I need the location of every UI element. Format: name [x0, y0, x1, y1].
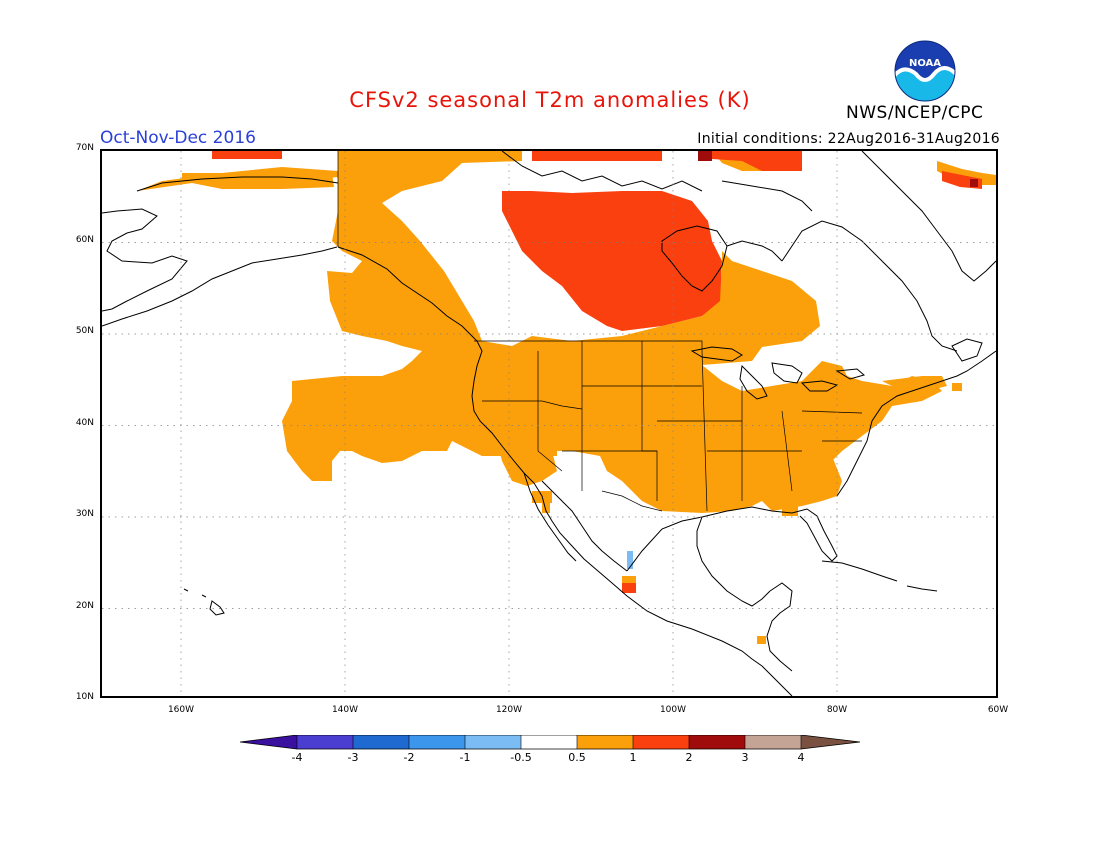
- color-legend: [239, 734, 862, 755]
- legend-label-neg1: -1: [459, 751, 471, 764]
- anomaly-map: [100, 149, 998, 698]
- legend-label-neg4: -4: [291, 751, 303, 764]
- noaa-logo: NOAA: [894, 40, 956, 102]
- legend-swatch-neg1-neg0.5: [465, 735, 521, 749]
- legend-swatch-1-2: [633, 735, 689, 749]
- legend-label-1: 1: [629, 751, 637, 764]
- legend-swatch-neg2-neg1: [409, 735, 465, 749]
- lon-label-100w: 100W: [659, 705, 687, 715]
- agency-label: NWS/NCEP/CPC: [846, 103, 984, 123]
- legend-label-2: 2: [685, 751, 693, 764]
- anomaly-regions-1-2: [212, 151, 982, 593]
- legend-swatch-0.5-1: [577, 735, 633, 749]
- legend-label-neg2: -2: [403, 751, 415, 764]
- noaa-logo-text: NOAA: [909, 58, 941, 69]
- anomaly-regions-2-3: [698, 151, 978, 187]
- legend-label-neg3: -3: [347, 751, 359, 764]
- lon-label-120w: 120W: [495, 705, 523, 715]
- lat-label-50n: 50N: [75, 326, 94, 336]
- lat-label-70n: 70N: [75, 143, 94, 153]
- map-title: CFSv2 seasonal T2m anomalies (K): [349, 88, 751, 112]
- legend-swatch-3-4: [745, 735, 801, 749]
- lat-label-40n: 40N: [75, 418, 94, 428]
- lat-label-60n: 60N: [75, 235, 94, 245]
- lon-label-60w: 60W: [987, 705, 1009, 715]
- legend-swatch-lt-neg4: [240, 735, 297, 749]
- lon-label-140w: 140W: [331, 705, 359, 715]
- legend-swatch-neg4-neg3: [297, 735, 353, 749]
- legend-label-3: 3: [741, 751, 749, 764]
- legend-label-4: 4: [797, 751, 805, 764]
- boundary-layer: [337, 151, 863, 512]
- season-label: Oct-Nov-Dec 2016: [100, 128, 256, 148]
- legend-label-neg0.5: -0.5: [510, 751, 532, 764]
- coastline-layer: [102, 151, 996, 696]
- initial-conditions-label: Initial conditions: 22Aug2016-31Aug2016: [697, 131, 1000, 147]
- legend-swatch-neg3-neg2: [353, 735, 409, 749]
- lat-label-30n: 30N: [75, 509, 94, 519]
- anomaly-shading-layer: [137, 151, 996, 644]
- lon-label-160w: 160W: [167, 705, 195, 715]
- legend-swatch-neg0.5-0.5: [521, 735, 577, 749]
- legend-label-0.5: 0.5: [568, 751, 586, 764]
- lon-label-80w: 80W: [826, 705, 848, 715]
- legend-swatch-gt-4: [801, 735, 860, 749]
- legend-swatch-2-3: [689, 735, 745, 749]
- lat-label-20n: 20N: [75, 601, 94, 611]
- lat-label-10n: 10N: [75, 692, 94, 702]
